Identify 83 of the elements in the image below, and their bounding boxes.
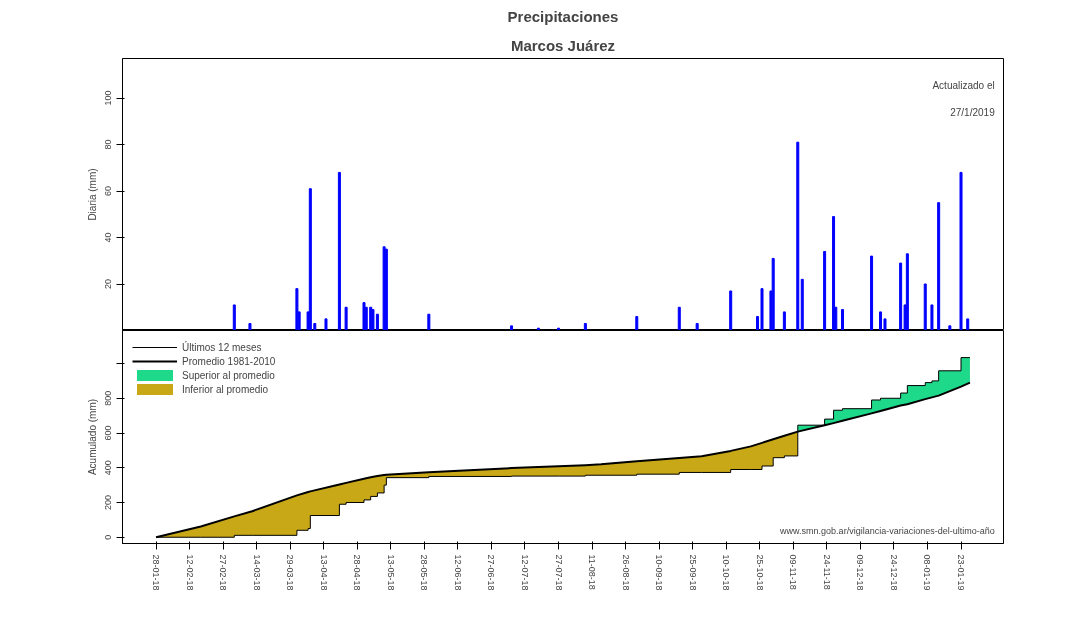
y-tick-label: 800 <box>103 390 114 406</box>
x-tick-label: 12-07-18 <box>519 554 530 591</box>
x-tick-label: 28-05-18 <box>419 554 430 591</box>
x-tick-label: 27-02-18 <box>218 554 229 591</box>
y-tick-label: 80 <box>103 139 114 150</box>
x-tick-label: 25-10-18 <box>754 554 765 591</box>
y-axis-title: Diaria (mm) <box>86 168 98 221</box>
bar <box>879 311 883 330</box>
y-tick-label: 600 <box>103 425 114 441</box>
legend-label: Superior al promedio <box>182 368 275 382</box>
x-tick-label: 25-09-18 <box>687 554 698 591</box>
bar <box>295 288 299 330</box>
x-tick-label: 24-12-18 <box>888 554 899 591</box>
bar <box>324 318 328 330</box>
bar <box>344 306 348 330</box>
x-tick-label: 27-06-18 <box>486 554 497 591</box>
y-axis-title: Acumulado (mm) <box>86 398 98 476</box>
bar <box>695 323 699 330</box>
bar <box>308 188 312 330</box>
x-tick-label: 11-08-18 <box>587 554 598 590</box>
x-tick-label: 09-11-18 <box>788 554 799 590</box>
bar <box>832 216 836 330</box>
y-tick-label: 0 <box>103 534 114 540</box>
bar <box>948 325 952 330</box>
legend-label: Últimos 12 meses <box>182 340 262 354</box>
x-tick-label: 29-03-18 <box>285 554 296 591</box>
x-tick-label: 26-08-18 <box>620 554 631 591</box>
x-tick-label: 24-11-18 <box>821 554 832 590</box>
y-tick-label: 100 <box>103 90 114 106</box>
legend-label: Promedio 1981-2010 <box>182 354 276 368</box>
x-tick-label: 13-04-18 <box>318 554 329 591</box>
x-tick-label: 12-02-18 <box>184 554 195 591</box>
bar <box>841 309 845 330</box>
bar <box>375 313 379 330</box>
bar <box>337 171 341 330</box>
x-tick-label: 27-07-18 <box>553 554 564 591</box>
bar <box>905 253 909 330</box>
bar <box>232 304 236 330</box>
bar <box>362 302 366 330</box>
chart-subtitle: Marcos Juárez <box>510 36 616 54</box>
chart-title: Precipitaciones <box>507 7 619 25</box>
bar <box>427 313 431 330</box>
x-tick-label: 09-12-18 <box>855 554 866 591</box>
bar <box>635 316 639 330</box>
annotation: 27/1/2019 <box>950 107 996 119</box>
bar <box>937 202 941 330</box>
x-tick-label: 23-01-19 <box>956 554 967 591</box>
x-tick-label: 14-03-18 <box>251 554 262 591</box>
y-tick-label: 40 <box>103 232 114 243</box>
x-tick-label: 13-05-18 <box>385 554 396 591</box>
bar <box>823 250 827 330</box>
bar <box>729 290 733 330</box>
bar <box>536 327 540 330</box>
bar <box>966 318 970 330</box>
y-tick-label: 400 <box>103 460 114 476</box>
y-tick-label: 60 <box>103 186 114 197</box>
bar <box>510 325 514 330</box>
y-tick-label: 200 <box>103 494 114 511</box>
x-tick-label: 10-10-18 <box>721 554 732 591</box>
x-tick-label: 28-01-18 <box>151 554 162 591</box>
bar <box>248 323 252 330</box>
x-tick-label: 10-09-18 <box>654 554 665 591</box>
bar <box>870 255 874 330</box>
bar <box>796 141 800 330</box>
bar <box>677 306 681 330</box>
bar <box>930 304 934 330</box>
x-tick-label: 08-01-19 <box>922 554 933 591</box>
bar <box>959 171 963 330</box>
annotation: Actualizado el <box>932 80 995 92</box>
bar <box>899 262 903 330</box>
bar <box>364 306 368 330</box>
bar <box>782 311 786 330</box>
bar <box>760 288 764 330</box>
bar <box>800 278 804 330</box>
bar <box>923 283 927 330</box>
bar <box>771 257 775 330</box>
annotation: www.smn.gob.ar/vigilancia-variaciones-del-ultimo-año <box>779 525 995 536</box>
x-tick-label: 12-06-18 <box>452 554 463 591</box>
bar <box>557 327 561 330</box>
y-tick-label: 20 <box>103 278 114 290</box>
x-tick-label: 28-04-18 <box>352 554 363 591</box>
legend-label: Inferior al promedio <box>182 382 269 396</box>
bar <box>583 323 587 330</box>
